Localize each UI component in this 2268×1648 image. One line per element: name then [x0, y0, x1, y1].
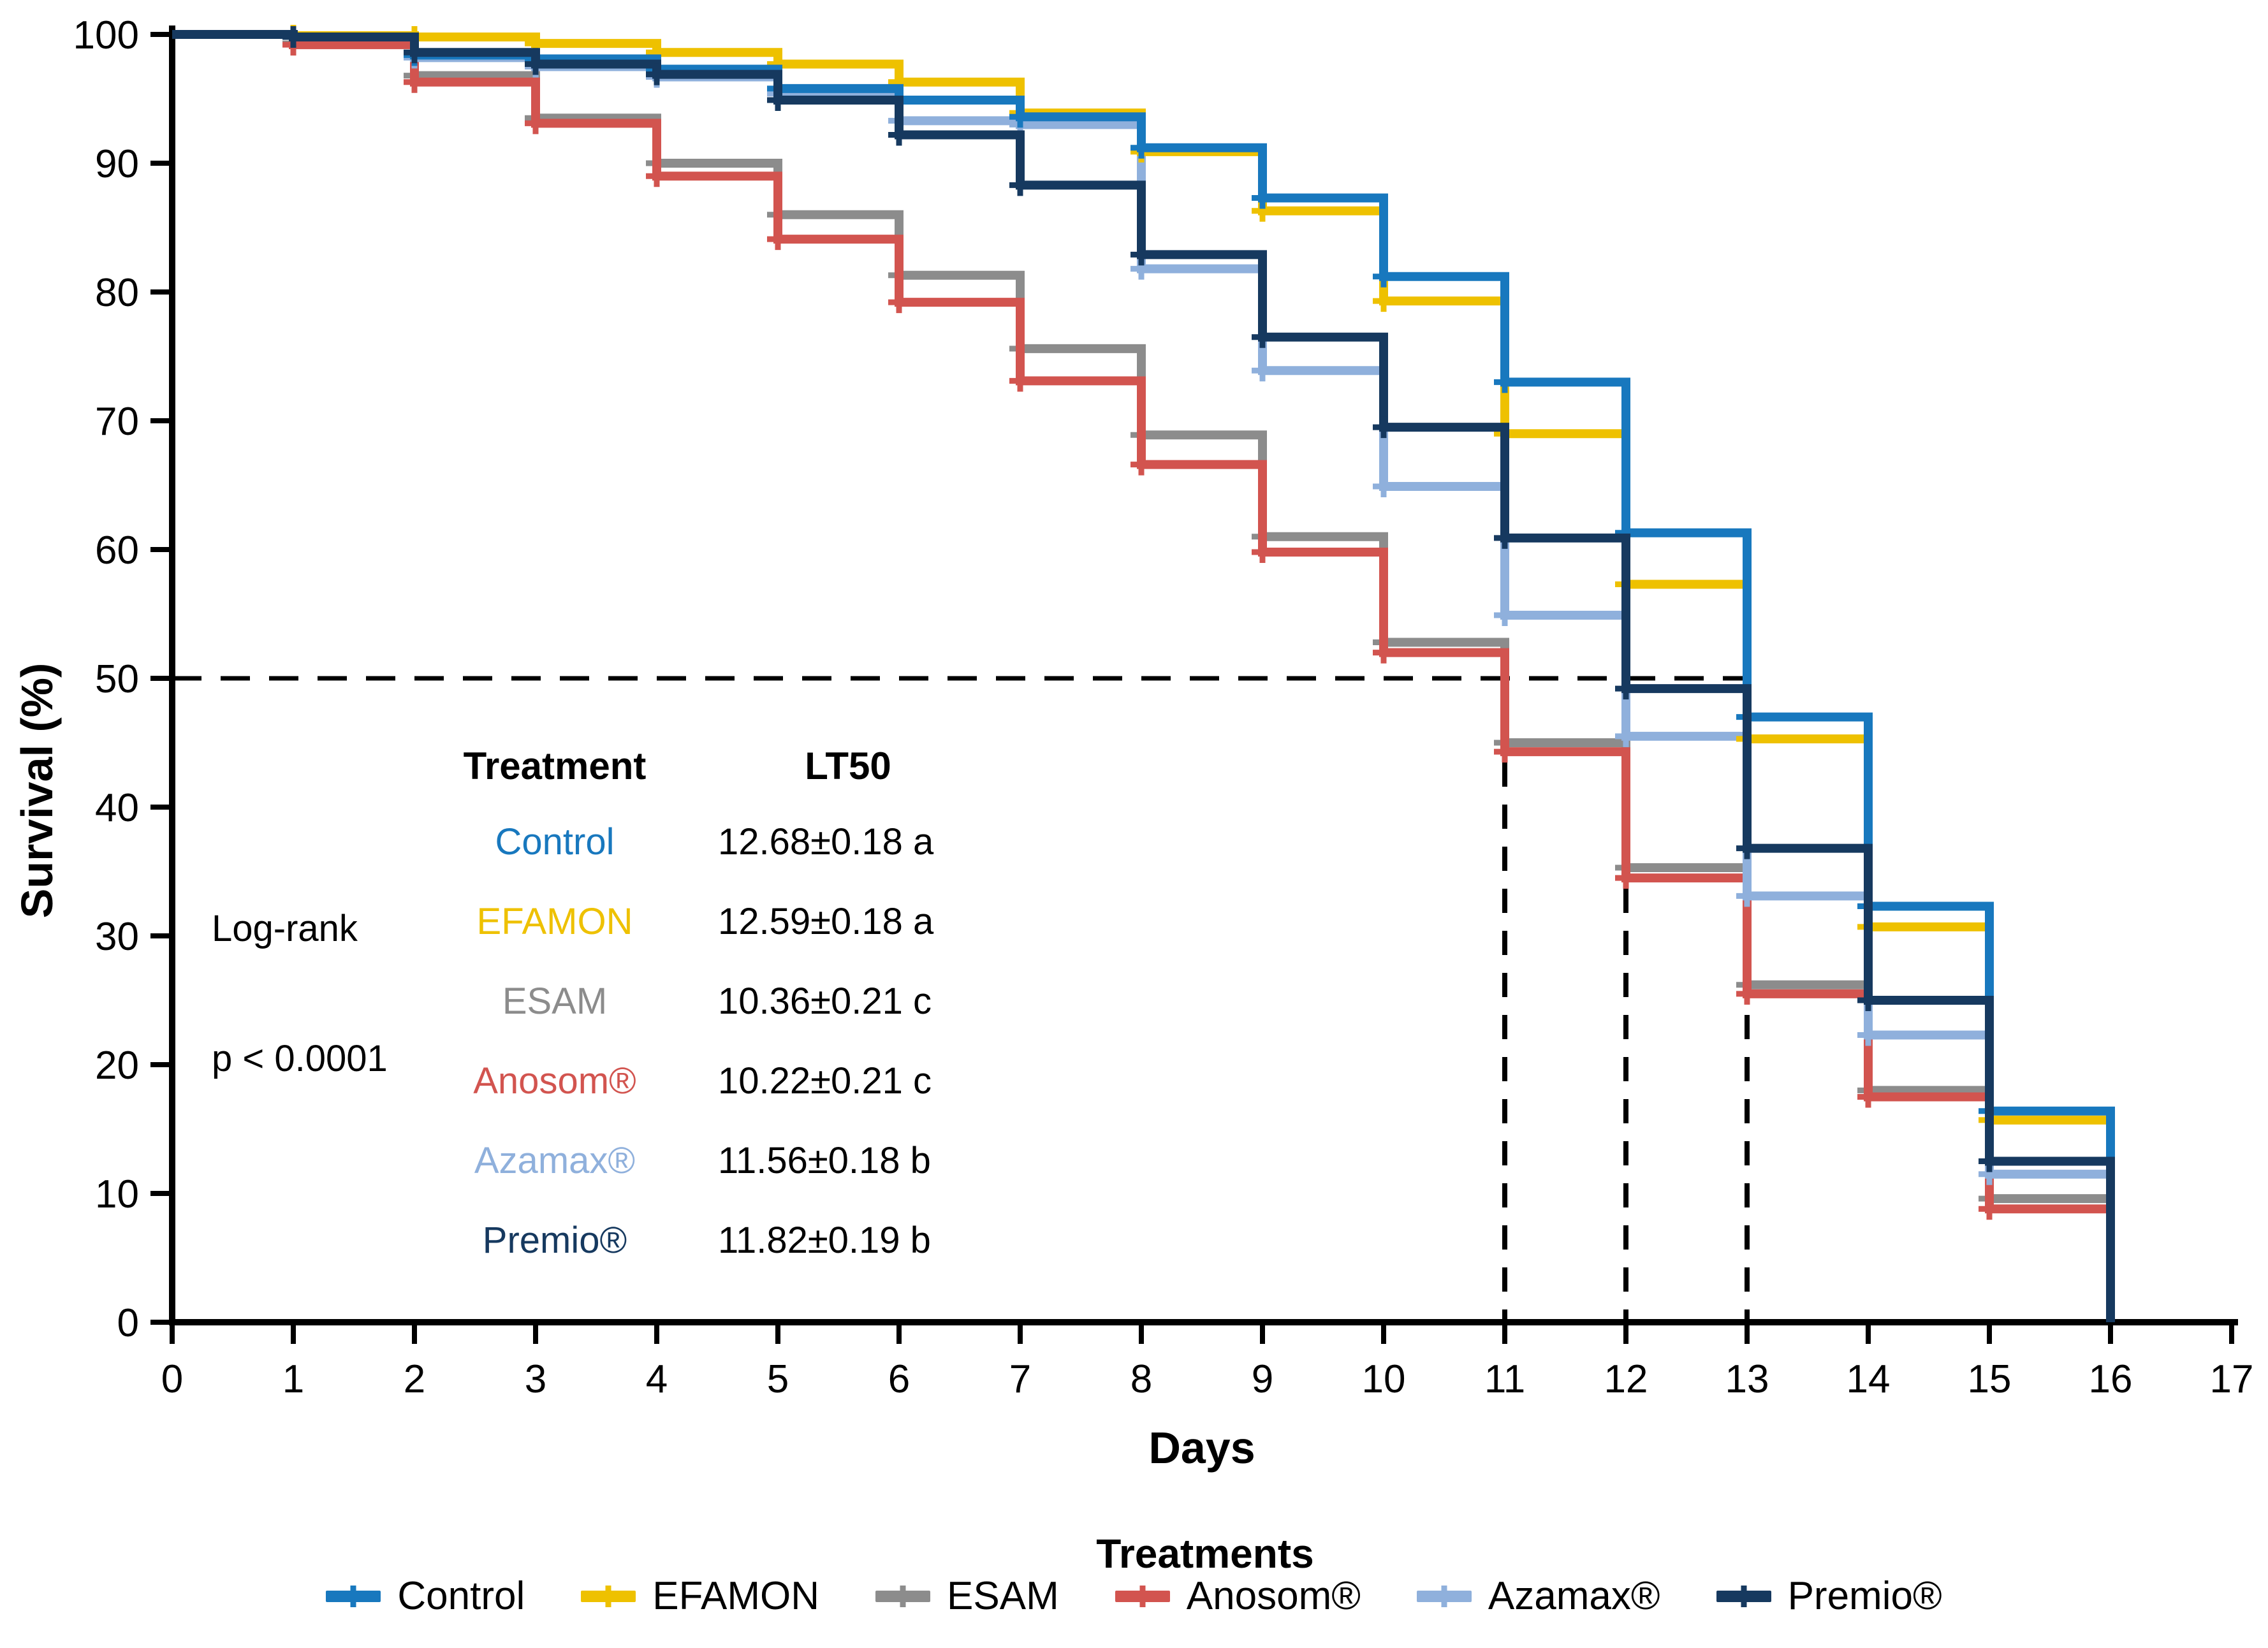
series-marker: [1252, 360, 1273, 382]
y-tick-label: 0: [117, 1301, 139, 1345]
legend-item-azamax: Azamax®: [1416, 1573, 1660, 1619]
x-tick-label: 16: [2089, 1357, 2133, 1401]
series-marker: [1857, 989, 1879, 1011]
series-marker: [1009, 370, 1031, 392]
series-marker: [1857, 1024, 1879, 1046]
series-marker: [1252, 541, 1273, 564]
y-tick-label: 60: [95, 529, 139, 572]
y-tick-label: 30: [95, 915, 139, 959]
legend-swatch-icon: [1716, 1590, 1771, 1602]
series-marker: [404, 41, 425, 64]
x-tick-label: 12: [1604, 1357, 1648, 1401]
series-marker: [525, 53, 546, 75]
series-marker: [767, 228, 789, 251]
legend-item-control: Control: [326, 1573, 525, 1619]
series-marker: [1979, 1150, 2000, 1172]
series-marker: [1009, 106, 1031, 128]
series-marker: [1615, 725, 1637, 747]
x-tick-label: 2: [404, 1357, 425, 1401]
x-tick-label: 8: [1130, 1357, 1152, 1401]
series-marker: [1130, 453, 1152, 476]
y-tick-label: 80: [95, 271, 139, 315]
y-tick-label: 20: [95, 1044, 139, 1088]
series-marker: [767, 89, 789, 112]
series-marker: [1615, 678, 1637, 700]
x-tick-label: 10: [1362, 1357, 1406, 1401]
legend-swatch-icon: [1416, 1590, 1472, 1602]
legend-swatch-icon: [581, 1590, 636, 1602]
y-tick-label: 40: [95, 786, 139, 830]
series-marker: [1373, 416, 1394, 439]
series-marker: [1373, 641, 1394, 664]
y-tick-label: 70: [95, 400, 139, 444]
series-marker: [1494, 741, 1516, 763]
legend-label: Premio®: [1787, 1574, 1942, 1618]
legend-label: Anosom®: [1186, 1574, 1361, 1618]
x-tick-label: 4: [646, 1357, 668, 1401]
series-marker: [1252, 187, 1273, 209]
legend-swatch-icon: [1115, 1590, 1170, 1602]
series-marker: [404, 71, 425, 93]
x-tick-label: 7: [1009, 1357, 1031, 1401]
y-tick-label: 10: [95, 1172, 139, 1216]
dashed-guides: [172, 676, 1750, 1322]
x-tick-label: 5: [767, 1357, 789, 1401]
series-marker: [888, 124, 910, 146]
series-marker: [525, 112, 546, 135]
series-marker: [1009, 174, 1031, 196]
series-marker: [646, 63, 668, 85]
series-marker: [1252, 326, 1273, 348]
legend-item-efamon: EFAMON: [581, 1573, 819, 1619]
x-tick-label: 14: [1847, 1357, 1891, 1401]
x-tick-label: 17: [2210, 1357, 2254, 1401]
legend-swatch-icon: [875, 1590, 931, 1602]
series-marker: [1373, 290, 1394, 312]
legend-label: Control: [397, 1574, 525, 1618]
x-tick-label: 3: [525, 1357, 546, 1401]
series-marker: [1736, 837, 1758, 859]
series-marker: [1494, 527, 1516, 549]
legend: Control EFAMON ESAM Anosom® Azamax® Premio®: [0, 1573, 2268, 1619]
x-tick-label: 15: [1968, 1357, 2012, 1401]
series-marker: [1130, 244, 1152, 266]
series-marker: [1373, 265, 1394, 288]
y-axis-title: Survival (%): [12, 663, 62, 919]
series-marker: [1979, 1198, 2000, 1220]
series-marker: [888, 291, 910, 314]
legend-item-premio: Premio®: [1716, 1573, 1942, 1619]
y-tick-label: 50: [95, 657, 139, 701]
series-marker: [1130, 136, 1152, 159]
y-tick-label: 90: [95, 142, 139, 186]
x-tick-label: 6: [888, 1357, 910, 1401]
legend-label: ESAM: [947, 1574, 1059, 1618]
x-axis-title: Days: [1148, 1423, 1255, 1473]
series-marker: [1857, 1086, 1879, 1108]
legend-label: Azamax®: [1488, 1574, 1660, 1618]
x-tick-label: 0: [161, 1357, 183, 1401]
legend-item-esam: ESAM: [875, 1573, 1059, 1619]
series-marker: [1373, 476, 1394, 498]
series-marker: [1494, 604, 1516, 627]
series-marker: [1615, 867, 1637, 889]
series-lines: [172, 25, 2115, 1322]
series-marker: [1494, 371, 1516, 393]
x-tick-label: 9: [1252, 1357, 1273, 1401]
x-tick-label: 1: [282, 1357, 304, 1401]
legend-item-anosom: Anosom®: [1115, 1573, 1361, 1619]
series-marker: [282, 26, 304, 48]
x-tick-label: 13: [1725, 1357, 1769, 1401]
y-tick-label: 100: [73, 13, 139, 57]
legend-label: EFAMON: [652, 1574, 820, 1618]
x-tick-label: 11: [1484, 1357, 1525, 1401]
legend-title: Treatments: [1096, 1531, 1314, 1577]
series-marker: [646, 165, 668, 187]
legend-swatch-icon: [326, 1590, 381, 1602]
series-marker: [1736, 885, 1758, 907]
series-marker: [1736, 982, 1758, 1005]
